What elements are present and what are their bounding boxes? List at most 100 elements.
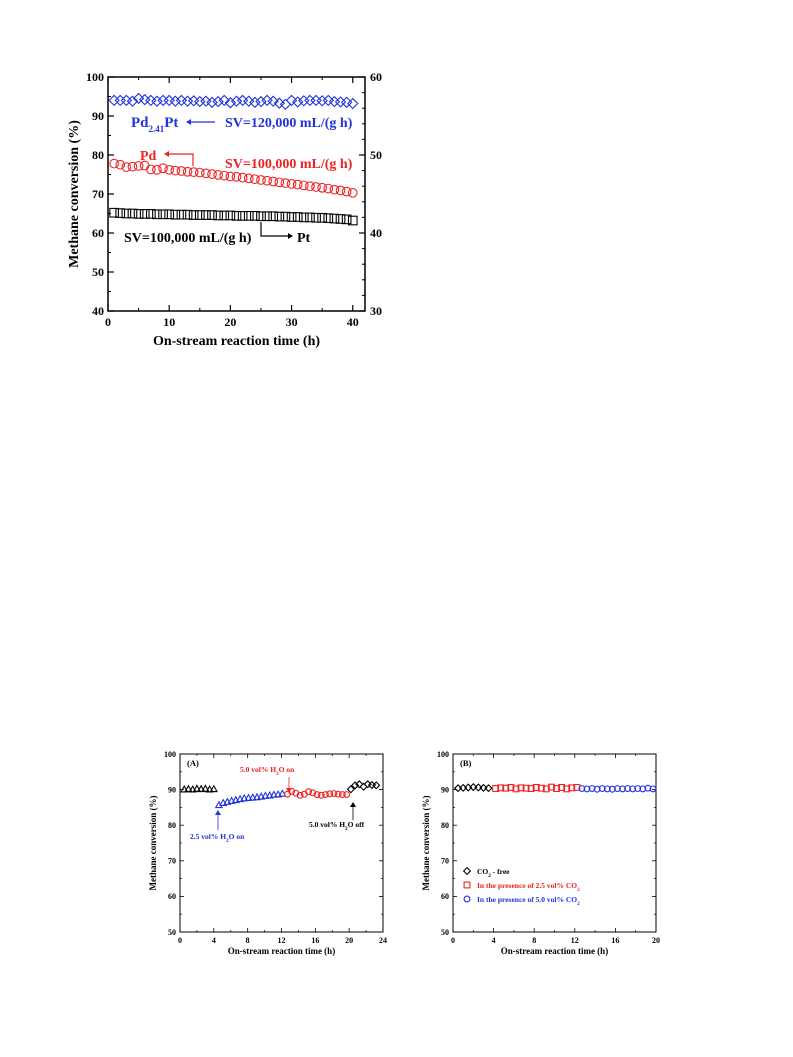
y2-tick-label: 60 bbox=[370, 70, 382, 84]
point-pdpt bbox=[347, 97, 359, 110]
point-pd bbox=[145, 164, 156, 175]
point-pd bbox=[256, 175, 266, 185]
point-pd bbox=[158, 163, 168, 174]
point-pd bbox=[188, 167, 199, 178]
y-tick-label: 40 bbox=[92, 304, 104, 318]
point-b_co2_25 bbox=[532, 784, 540, 791]
point-a_off bbox=[346, 785, 355, 794]
x-axis-label: On-stream reaction time (h) bbox=[153, 334, 320, 349]
point-a_dry bbox=[209, 784, 218, 793]
point-pd bbox=[170, 165, 181, 176]
point-pt bbox=[323, 213, 334, 224]
x-tick-label: 16 bbox=[311, 936, 319, 945]
point-pt bbox=[341, 214, 352, 225]
pd-label: Pd bbox=[140, 149, 157, 164]
point-a_h2o25 bbox=[273, 789, 283, 798]
point-b_co2_25 bbox=[542, 785, 550, 793]
legend-marker-b_co2_50 bbox=[463, 895, 471, 903]
legend-marker-b_co2_25 bbox=[463, 881, 471, 889]
y-axis-label: Methane conversion (%) bbox=[148, 796, 158, 891]
point-pt bbox=[305, 212, 315, 223]
point-pt bbox=[225, 210, 236, 221]
point-pd bbox=[207, 169, 217, 179]
point-b_co2_50 bbox=[598, 785, 606, 792]
point-a_h2o50 bbox=[296, 791, 304, 799]
point-a_dry bbox=[197, 784, 206, 793]
point-a_dry bbox=[192, 784, 202, 792]
point-a_h2o25 bbox=[248, 793, 257, 801]
x-tick-label: 10 bbox=[163, 315, 175, 329]
y-tick-label: 70 bbox=[441, 857, 449, 866]
point-pdpt bbox=[206, 96, 218, 109]
sv-blue-label: SV=120,000 mL/(g h) bbox=[225, 116, 353, 131]
y-tick-label: 100 bbox=[164, 750, 176, 759]
point-b_co2_25 bbox=[522, 784, 530, 792]
point-b_free bbox=[479, 783, 488, 792]
point-pt bbox=[219, 210, 230, 221]
point-pt bbox=[127, 208, 138, 219]
point-pd bbox=[115, 159, 126, 170]
point-pt bbox=[194, 210, 205, 220]
legend-marker-b_free bbox=[462, 866, 472, 876]
y2-tick-label: 40 bbox=[370, 226, 382, 240]
y2-tick-label: 30 bbox=[370, 304, 382, 318]
y-tick-label: 60 bbox=[441, 892, 449, 901]
y-tick-label: 80 bbox=[168, 821, 176, 830]
point-pd bbox=[127, 161, 138, 172]
y-tick-label: 100 bbox=[437, 750, 449, 759]
panel-label-b: (B) bbox=[460, 758, 472, 768]
point-a_h2o25 bbox=[235, 794, 245, 803]
point-b_co2_50 bbox=[603, 785, 611, 793]
point-pd bbox=[286, 179, 297, 189]
x-tick-label: 4 bbox=[492, 936, 496, 945]
point-pt bbox=[311, 212, 321, 223]
point-b_co2_50 bbox=[593, 785, 601, 793]
y2-tick-label: 50 bbox=[370, 148, 382, 162]
x-tick-label: 30 bbox=[286, 315, 298, 329]
x-tick-label: 8 bbox=[246, 936, 250, 945]
x-tick-label: 8 bbox=[532, 936, 536, 945]
point-pd bbox=[219, 170, 230, 181]
point-pt bbox=[335, 214, 346, 224]
point-pd bbox=[347, 187, 358, 198]
point-b_co2_25 bbox=[517, 784, 525, 792]
point-pd bbox=[201, 168, 211, 179]
point-b_co2_25 bbox=[497, 784, 505, 792]
point-pt bbox=[139, 209, 150, 219]
x-tick-label: 20 bbox=[224, 315, 236, 329]
point-pdpt bbox=[169, 95, 182, 107]
point-pdpt bbox=[230, 95, 243, 107]
point-a_dry bbox=[201, 784, 210, 792]
point-a_h2o50 bbox=[330, 790, 338, 797]
point-pd bbox=[152, 164, 162, 175]
point-pdpt bbox=[212, 95, 224, 108]
point-pdpt bbox=[126, 95, 139, 107]
h2o50-off-label: 5.0 vol% H2O off bbox=[309, 820, 365, 832]
y-tick-label: 70 bbox=[92, 187, 104, 201]
point-pd bbox=[274, 177, 285, 188]
point-b_co2_25 bbox=[573, 784, 581, 791]
point-pt bbox=[298, 212, 309, 223]
x-tick-label: 12 bbox=[278, 936, 286, 945]
x-tick-label: 40 bbox=[347, 315, 359, 329]
point-b_co2_25 bbox=[553, 785, 560, 792]
point-b_co2_25 bbox=[558, 784, 566, 791]
x-tick-label: 20 bbox=[652, 936, 660, 945]
point-pt bbox=[201, 210, 211, 220]
point-b_co2_50 bbox=[649, 785, 657, 793]
point-pdpt bbox=[151, 95, 163, 107]
point-pt bbox=[237, 210, 248, 221]
point-pt bbox=[286, 212, 297, 222]
point-pd bbox=[311, 182, 321, 192]
point-b_co2_50 bbox=[619, 785, 626, 793]
point-pt bbox=[182, 209, 193, 220]
h2o50-on-arrow-head bbox=[286, 788, 292, 793]
point-a_off bbox=[350, 781, 360, 790]
point-pd bbox=[133, 161, 144, 171]
point-pdpt bbox=[291, 96, 304, 108]
x-tick-label: 24 bbox=[379, 936, 387, 945]
point-pt bbox=[243, 210, 254, 221]
point-pt bbox=[188, 210, 199, 220]
x-tick-label: 16 bbox=[611, 936, 619, 945]
